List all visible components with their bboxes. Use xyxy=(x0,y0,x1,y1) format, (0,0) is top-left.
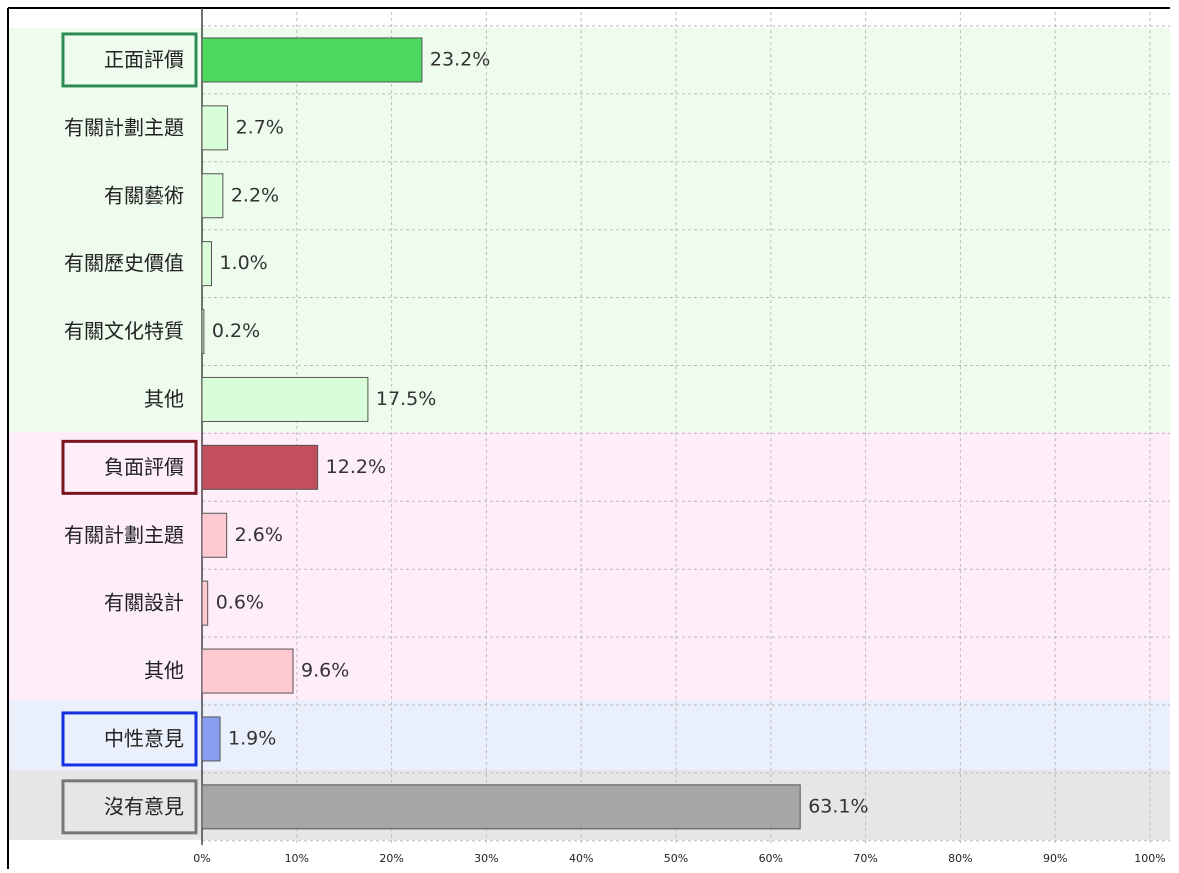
y-tick-label: 中性意見 xyxy=(104,726,184,750)
value-label: 1.0% xyxy=(219,252,267,274)
value-label: 2.6% xyxy=(235,524,283,546)
value-label: 1.9% xyxy=(228,727,276,749)
bar xyxy=(201,173,224,219)
x-tick-label: 90% xyxy=(1043,852,1067,865)
y-tick-label: 有關藝術 xyxy=(104,183,184,207)
x-tick-label: 40% xyxy=(569,852,593,865)
y-tick-label: 有關計劃主題 xyxy=(64,523,184,547)
x-tick-label: 20% xyxy=(379,852,403,865)
bar xyxy=(201,241,212,287)
value-label: 2.7% xyxy=(236,116,284,138)
bar xyxy=(201,716,221,762)
y-tick-label: 有關設計 xyxy=(104,591,184,615)
x-tick-label: 60% xyxy=(759,852,783,865)
x-tick-label: 50% xyxy=(664,852,688,865)
x-tick-label: 0% xyxy=(193,852,210,865)
label-box xyxy=(61,439,198,495)
x-tick-label: 80% xyxy=(948,852,972,865)
y-tick-label: 有關歷史價值 xyxy=(64,251,184,275)
bar xyxy=(201,580,209,626)
x-tick-label: 100% xyxy=(1134,852,1165,865)
x-tick-label: 10% xyxy=(285,852,309,865)
y-tick-label: 有關文化特質 xyxy=(64,319,184,343)
x-tick-label: 30% xyxy=(474,852,498,865)
y-tick-label: 正面評價 xyxy=(104,47,184,71)
value-label: 0.6% xyxy=(216,592,264,614)
label-box xyxy=(61,779,198,835)
bar xyxy=(201,512,228,558)
value-label: 0.2% xyxy=(212,320,260,342)
value-label: 17.5% xyxy=(376,388,436,410)
bar xyxy=(201,648,294,694)
x-tick-label: 70% xyxy=(853,852,877,865)
label-box xyxy=(61,32,198,88)
value-label: 63.1% xyxy=(808,795,868,817)
bar xyxy=(201,37,423,83)
y-tick-label: 其他 xyxy=(144,659,184,683)
label-box xyxy=(61,711,198,767)
value-label: 2.2% xyxy=(231,184,279,206)
value-label: 9.6% xyxy=(301,660,349,682)
bar xyxy=(201,784,801,830)
y-tick-label: 沒有意見 xyxy=(104,794,184,818)
bar xyxy=(201,105,229,151)
y-tick-label: 有關計劃主題 xyxy=(64,115,184,139)
bar xyxy=(201,444,319,490)
bar xyxy=(201,309,205,355)
value-label: 23.2% xyxy=(430,48,490,70)
value-label: 12.2% xyxy=(326,456,386,478)
y-tick-label: 其他 xyxy=(144,387,184,411)
y-tick-label: 負面評價 xyxy=(104,455,184,479)
bar xyxy=(201,376,369,422)
